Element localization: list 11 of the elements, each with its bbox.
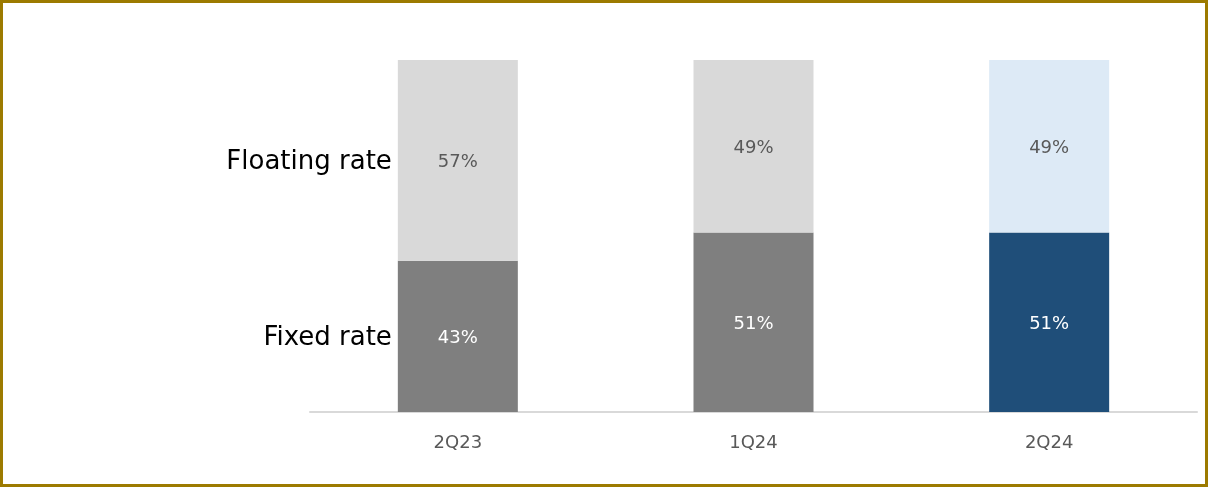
x-tick-label: 2Q24: [1024, 430, 1074, 452]
data-label: 49%: [733, 135, 774, 157]
series-label: Floating rate: [226, 145, 392, 176]
data-label: 49%: [1029, 135, 1070, 157]
series-label: Fixed rate: [263, 321, 392, 352]
x-tick-label: 2Q23: [433, 430, 483, 452]
data-label: 43%: [437, 325, 478, 347]
data-label: 51%: [1029, 311, 1070, 333]
x-tick-label: 1Q24: [729, 430, 778, 452]
data-label: 57%: [437, 149, 478, 171]
data-label: 51%: [733, 311, 774, 333]
